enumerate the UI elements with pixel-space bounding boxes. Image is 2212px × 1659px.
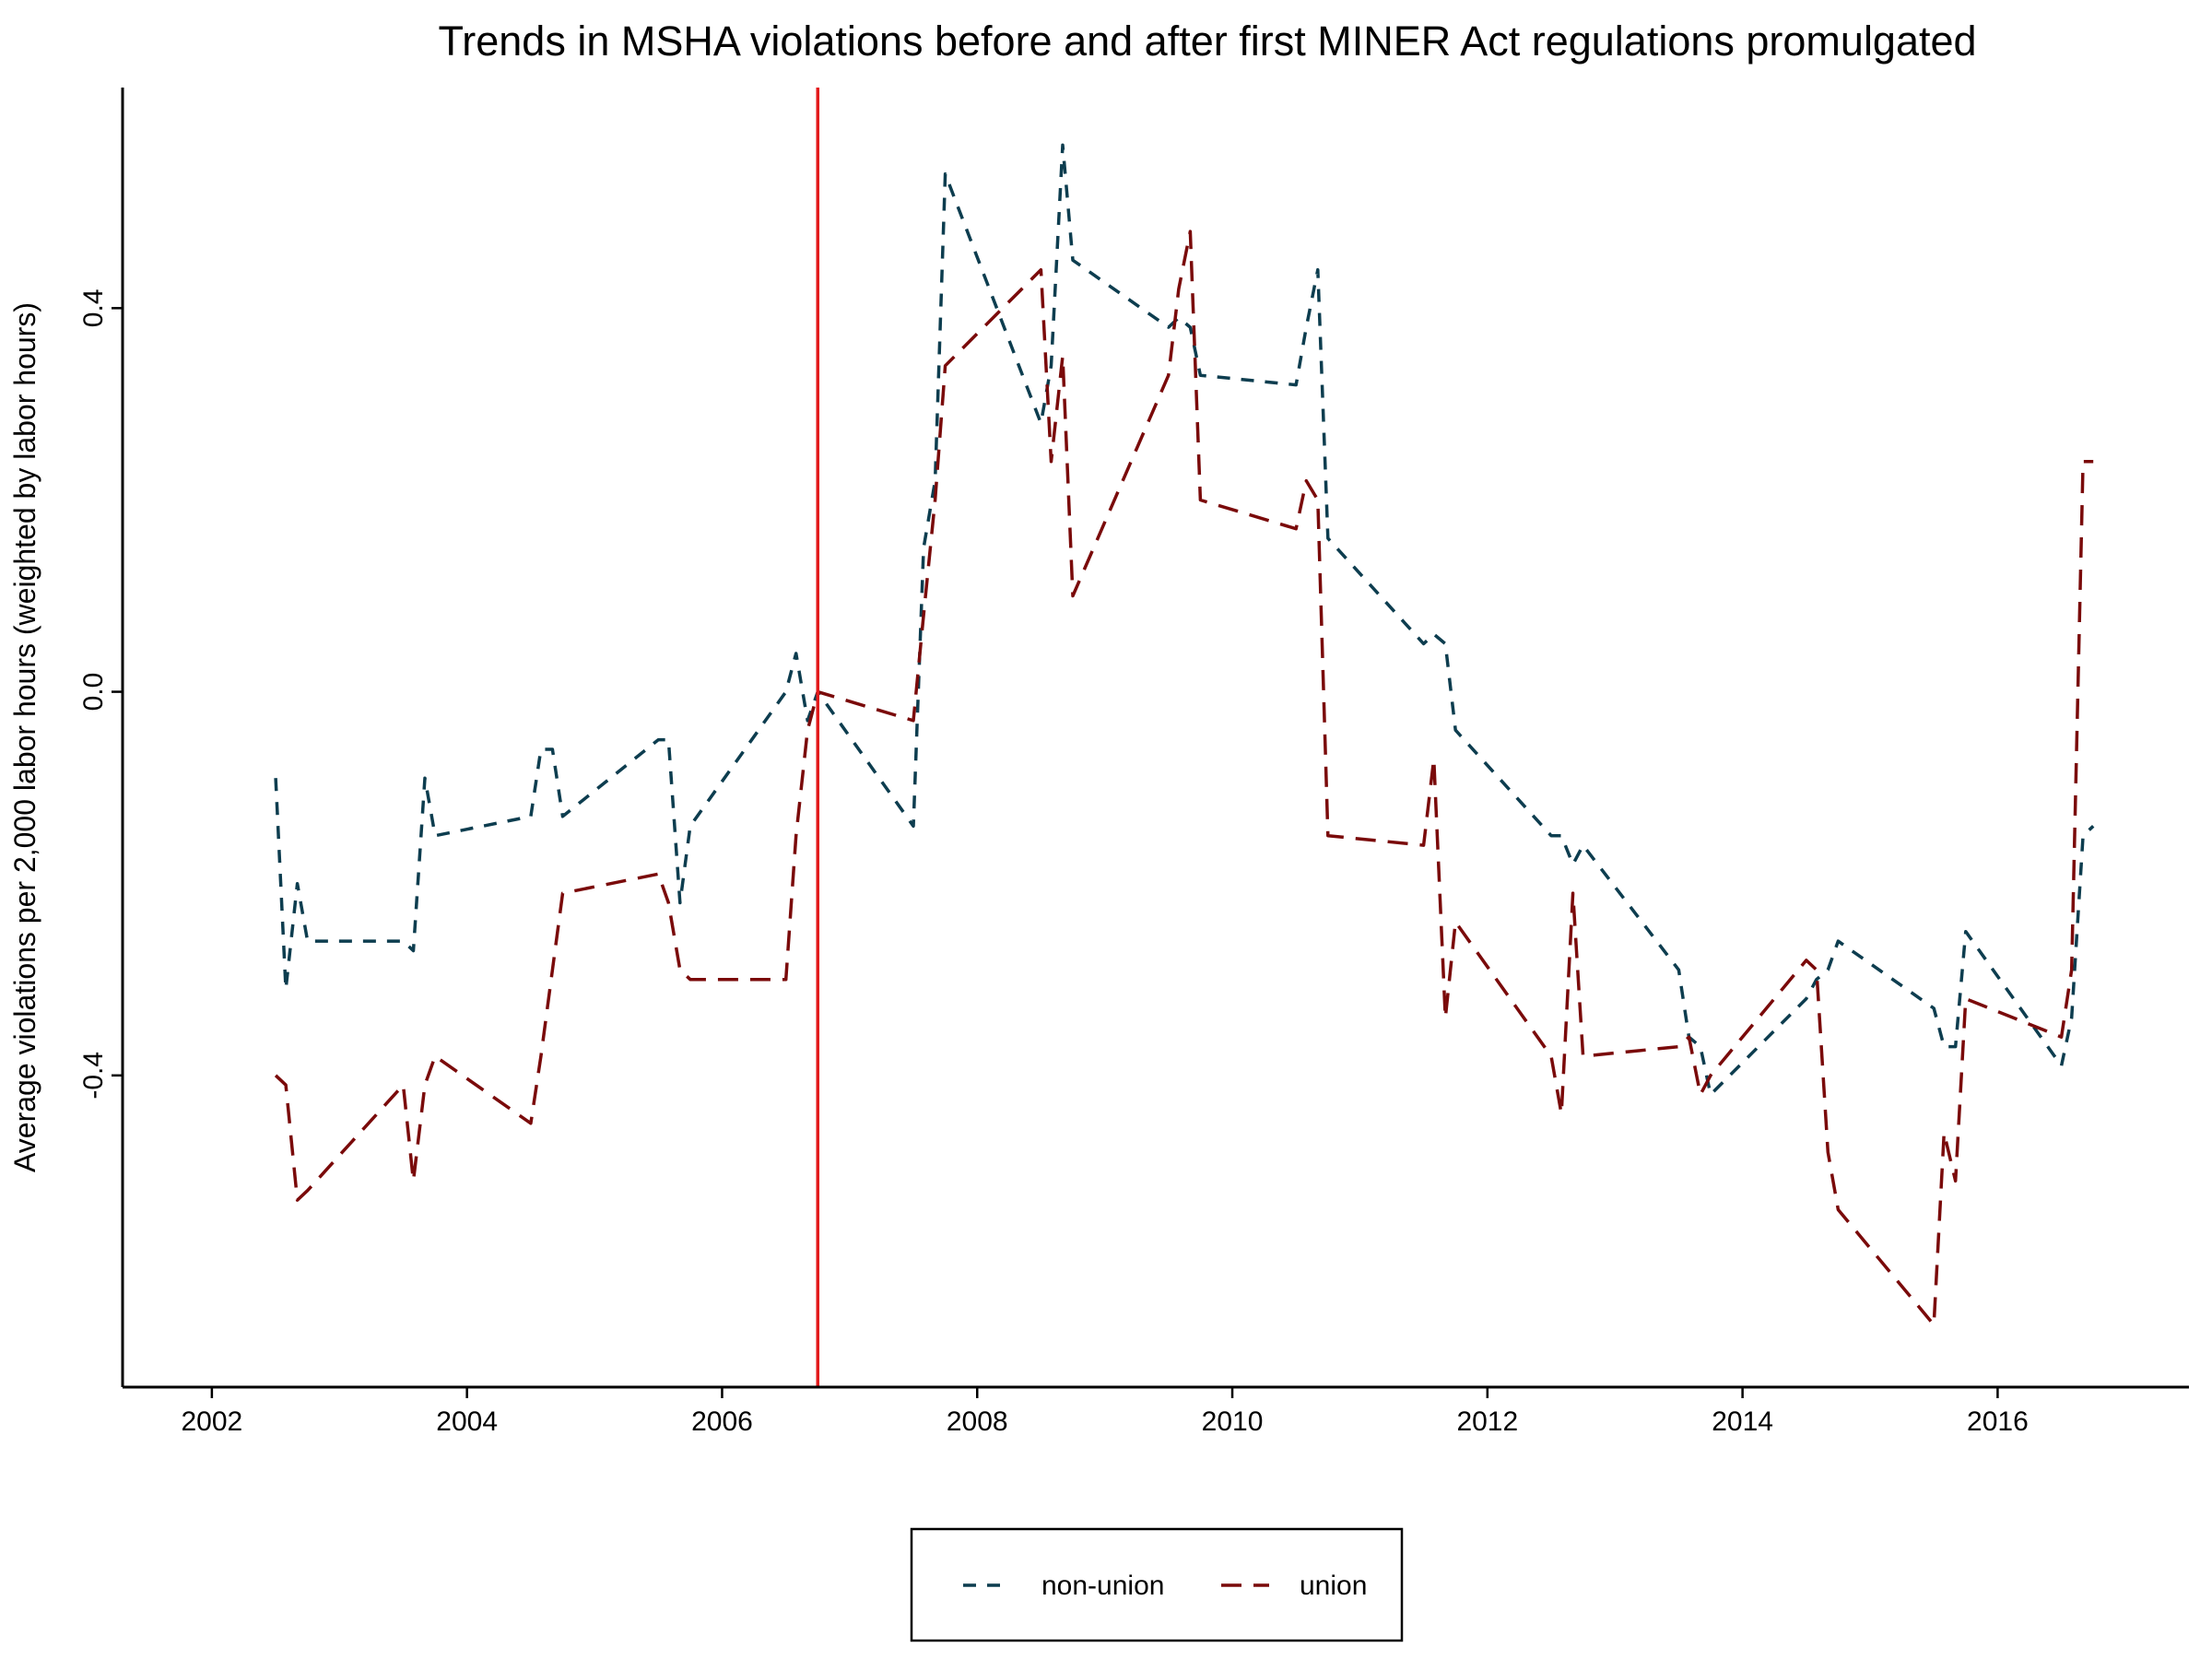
plot-area (274, 88, 2095, 1387)
legend-label-union: union (1300, 1571, 1367, 1601)
legend-items: non-union union (963, 1571, 1367, 1601)
y-axis-title: Average violations per 2,000 labor hours… (8, 302, 41, 1172)
series-line-non-union (274, 143, 2095, 1097)
x-tick-label: 2014 (1712, 1406, 1773, 1437)
x-tick-label: 2006 (691, 1406, 753, 1437)
chart-title: Trends in MSHA violations before and aft… (438, 18, 1976, 65)
y-axis-ticks: -0.4 0.0 0.4 (78, 288, 123, 1100)
y-tick-label: 0.0 (78, 673, 109, 712)
x-axis-ticks: 2002 2004 2006 2008 2010 2012 2014 2016 (182, 1387, 2029, 1437)
x-tick-label: 2016 (1967, 1406, 2029, 1437)
series-line-union (274, 229, 2094, 1327)
x-tick-label: 2012 (1456, 1406, 1518, 1437)
x-tick-label: 2002 (182, 1406, 243, 1437)
x-tick-label: 2004 (436, 1406, 498, 1437)
legend: non-union union (910, 1527, 1404, 1642)
x-tick-label: 2008 (947, 1406, 1008, 1437)
y-tick-label: -0.4 (78, 1052, 109, 1100)
y-tick-label: 0.4 (78, 288, 109, 327)
legend-label-non-union: non-union (1041, 1571, 1164, 1601)
x-tick-label: 2010 (1202, 1406, 1264, 1437)
